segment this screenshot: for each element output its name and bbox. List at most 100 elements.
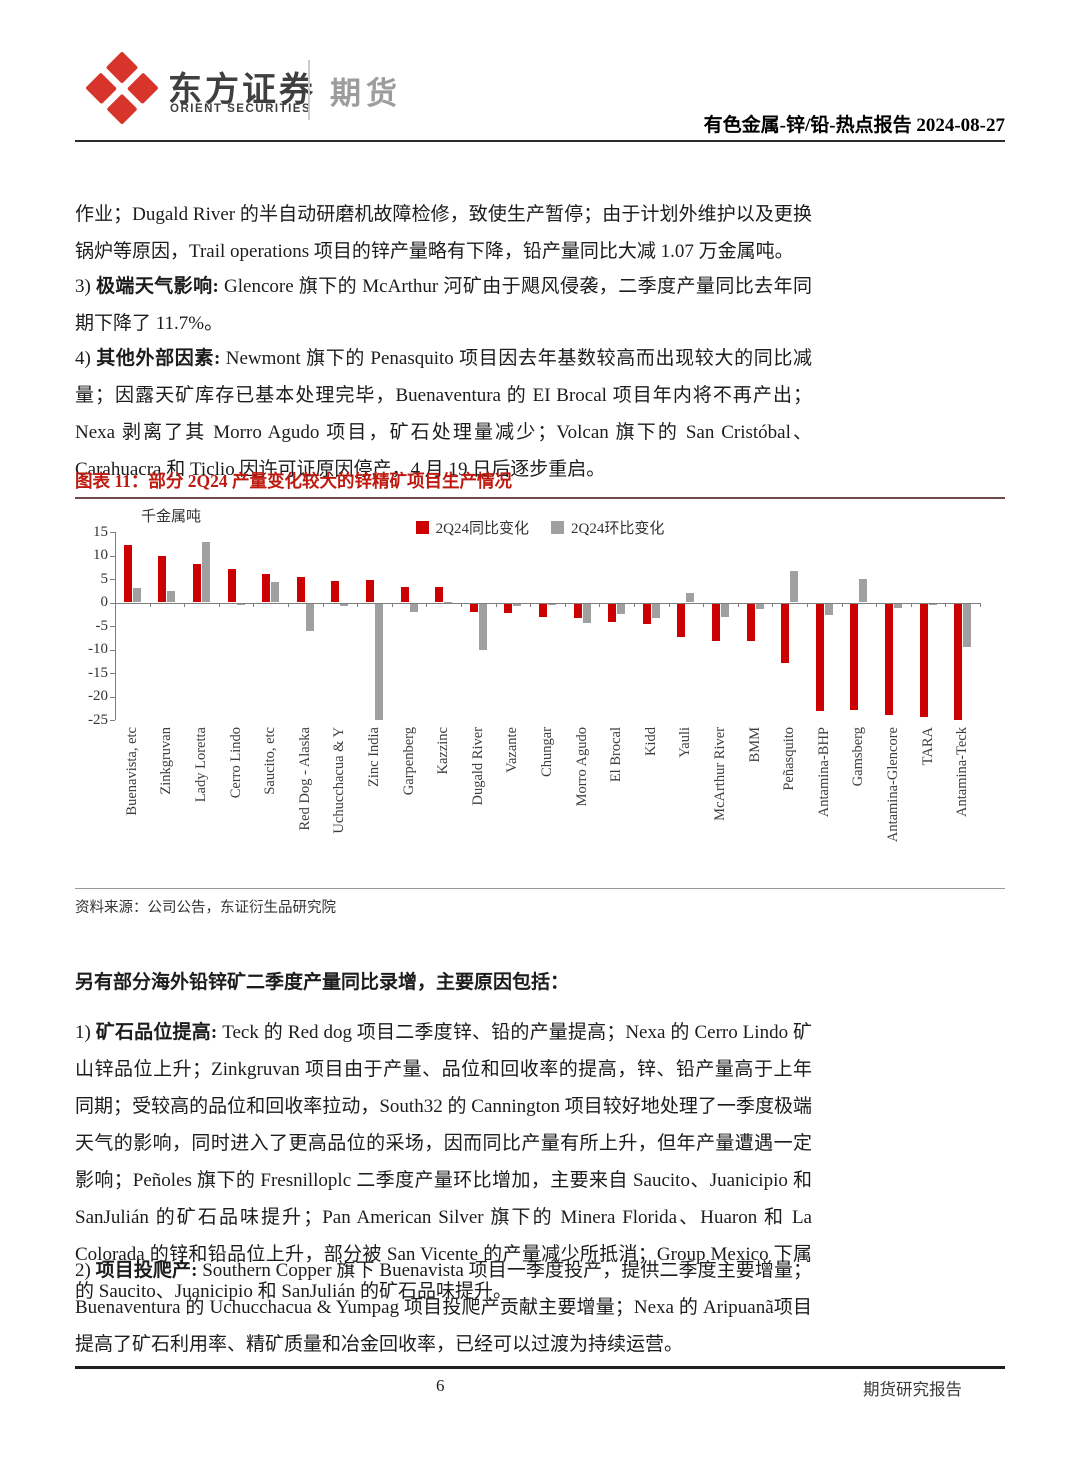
x-axis-tick [495,602,497,607]
x-axis-label: Kidd [642,727,659,756]
y-axis-tick-label: -5 [95,617,109,634]
x-axis-tick [807,602,808,607]
bar-yoy-change [400,587,409,603]
x-axis-label: Zinkgruvan [158,727,175,795]
bar-mom-change [409,603,418,613]
bar-mom-change [617,603,626,615]
list-number: 1) [75,1022,96,1043]
y-axis-tick [110,532,115,533]
bar-mom-change [513,603,522,607]
bar-yoy-change [539,603,547,618]
figure-bottom-rule [75,888,1005,889]
y-axis-tick-label: -25 [88,711,108,728]
x-axis-label: Dugald River [469,727,486,806]
orient-securities-logo-icon [85,51,159,125]
bar-yoy-change [158,556,167,603]
bar-yoy-change [193,564,201,603]
x-axis-tick [115,602,116,607]
bar-mom-change [686,592,695,603]
y-axis-tick-label: -20 [88,688,108,704]
x-axis-tick [357,602,359,607]
bar-mom-change [548,603,556,605]
y-axis-tick-label: 0 [100,594,109,610]
bar-yoy-change [504,603,513,614]
brand-divider [308,60,310,120]
bar-mom-change [824,603,833,615]
bar-mom-change [859,579,868,603]
y-axis-tick [110,673,115,674]
x-axis-tick [564,602,566,607]
bar-mom-change [202,541,210,603]
bar-yoy-change [885,603,893,715]
figure-source: 资料来源：公司公告，东证衍生品研究院 [75,900,336,916]
x-axis-tick [218,602,220,607]
bar-mom-change [271,582,280,603]
bar-yoy-change [262,574,271,603]
bar-mom-change [340,603,349,607]
x-axis-label: McArthur River [711,727,728,821]
bar-yoy-change [815,603,824,712]
x-axis-label: BMM [746,727,763,763]
list-number: 3) [75,276,96,297]
y-axis-tick [110,602,115,604]
bar-yoy-change [573,603,582,619]
x-axis-tick [910,602,912,607]
x-axis-tick [772,602,774,607]
x-axis-tick [149,602,151,607]
figure-caption: 图表 11：部分 2Q24 产量变化较大的锌精矿项目生产情况 [75,471,513,491]
paragraph-text: 作业；Dugald River 的半自动研磨机故障检修，致使生产暂停；由于计划外… [75,204,812,262]
report-header-title: 有色金属-锌/铅-热点报告 2024-08-27 [703,115,1005,136]
x-axis-label: Kazzinc [435,727,452,775]
legend-swatch [415,521,429,534]
page-number: 6 [436,1376,445,1395]
bar-yoy-change [954,603,963,720]
x-axis-tick [322,602,324,607]
x-axis-label: Gamsberg [850,727,867,787]
x-axis-label: Vazante [504,727,521,773]
bar-yoy-change [608,603,617,622]
bar-yoy-change [366,580,374,603]
x-axis-tick [461,602,462,607]
bar-mom-change [236,603,245,606]
paragraph-lead-bold: 项目投爬产: [95,1260,203,1281]
bar-yoy-change [919,603,928,717]
bar-yoy-change [123,545,132,603]
zero-axis-line [115,602,980,604]
y-axis-tick [110,720,115,721]
y-axis-tick [110,649,115,651]
paragraph-text: Southern Copper 旗下 Buenavista 项目一季度投产，提供… [75,1260,813,1355]
x-axis-label: El Brocal [608,727,625,783]
figure-chart: 千金属吨 2Q24同比变化 2Q24环比变化 Buenavista, etc Zin… [75,505,1005,885]
y-axis-tick-label: 10 [93,547,108,563]
x-axis-label: Morro Agudo [573,727,590,807]
x-axis-label: Cerro Lindo [227,727,244,799]
bar-mom-change [375,603,383,721]
paragraph-lead-bold: 矿石品位提高: [95,1022,223,1043]
legend-swatch [551,521,564,534]
paragraph-extreme-weather: 3) 极端天气影响: Glencore 旗下的 McArthur 河矿由于飓风侵… [75,268,812,342]
brand-badge-futures: 期货 [330,76,402,111]
bar-mom-change [444,601,453,603]
x-axis-tick [876,602,878,607]
paragraph-lead-bold: 极端天气影响: [96,276,225,297]
x-axis-tick [184,602,186,607]
legend-item: 2Q24环比变化 [551,517,664,538]
paragraph-text: Glencore 旗下的 McArthur 河矿由于飓风侵袭，二季度产量同比去年… [75,276,813,334]
section-heading: 另有部分海外铅锌矿二季度产量同比录增，主要原因包括： [75,972,570,993]
footer-rule [75,1366,1005,1369]
y-axis-tick-label: 5 [100,570,109,587]
bar-yoy-change [746,603,755,641]
x-axis-label: Antamina-Teck [954,727,971,817]
brand-name-cn: 东方证券 [168,71,316,109]
x-axis-label: Antamina-Glencore [884,727,901,843]
bar-mom-change [478,603,487,651]
y-axis-tick [110,696,115,698]
y-axis-tick-label: 15 [93,523,108,540]
bar-yoy-change [331,580,340,603]
bar-yoy-change [227,568,236,603]
x-axis-tick [599,602,601,607]
x-axis-tick [288,602,289,607]
x-axis-tick [426,602,428,607]
figure-caption-rule [75,497,1005,499]
